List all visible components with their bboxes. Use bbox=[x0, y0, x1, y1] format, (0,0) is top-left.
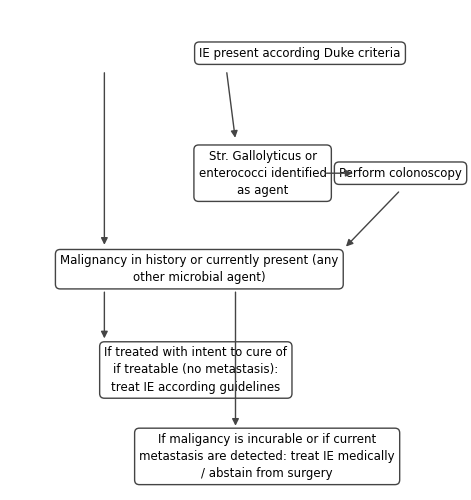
Text: If treated with intent to cure of
if treatable (no metastasis):
treat IE accordi: If treated with intent to cure of if tre… bbox=[105, 346, 287, 394]
Text: Perform colonoscopy: Perform colonoscopy bbox=[339, 166, 462, 179]
Text: If maligancy is incurable or if current
metastasis are detected: treat IE medica: If maligancy is incurable or if current … bbox=[139, 433, 395, 480]
Text: Malignancy in history or currently present (any
other microbial agent): Malignancy in history or currently prese… bbox=[60, 254, 339, 284]
Text: IE present according Duke criteria: IE present according Duke criteria bbox=[199, 46, 401, 60]
Text: Str. Gallolyticus or
enterococci identified
as agent: Str. Gallolyticus or enterococci identif… bbox=[199, 150, 326, 196]
